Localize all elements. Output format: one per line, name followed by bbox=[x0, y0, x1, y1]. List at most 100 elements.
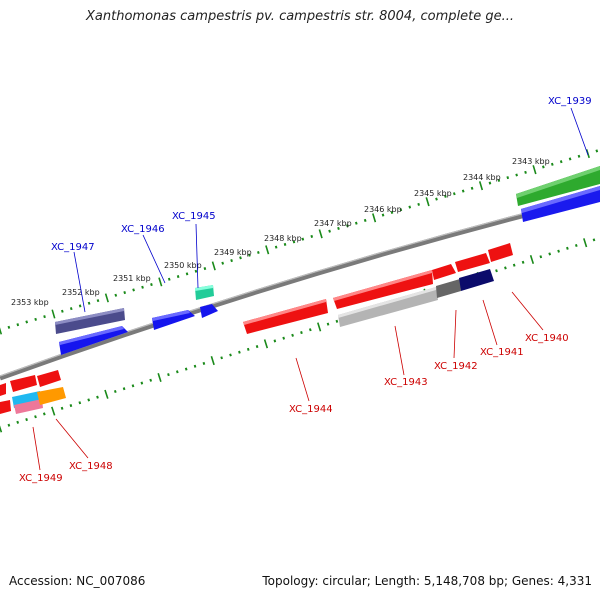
accession-text: Accession: NC_007086 bbox=[9, 574, 146, 588]
inner-scale-minor-tick bbox=[96, 395, 99, 399]
gene-xc-1948-orange[interactable] bbox=[37, 387, 66, 405]
backbone-line bbox=[0, 193, 600, 381]
gene-red-left-3[interactable] bbox=[37, 370, 61, 387]
map-title: Xanthomonas campestris pv. campestris st… bbox=[86, 9, 514, 24]
kbp-label: 2353 kbp bbox=[11, 298, 49, 307]
inner-scale-minor-tick bbox=[504, 266, 507, 270]
outer-scale-major-tick bbox=[425, 197, 430, 207]
gene-xc-1940-red[interactable] bbox=[488, 243, 513, 262]
inner-scale-minor-tick bbox=[229, 353, 232, 357]
inner-scale-minor-tick bbox=[246, 347, 250, 351]
outer-scale-minor-tick bbox=[363, 218, 367, 223]
label-xc-1948: XC_1948 bbox=[69, 461, 113, 472]
kbp-label: 2352 kbp bbox=[62, 288, 100, 297]
inner-scale-minor-tick bbox=[592, 238, 596, 242]
genome-summary-text: Topology: circular; Length: 5,148,708 bp… bbox=[262, 574, 592, 588]
outer-scale-minor-tick bbox=[390, 210, 394, 214]
outer-scale-minor-tick bbox=[559, 160, 563, 164]
leader-xc-1949 bbox=[32, 426, 41, 471]
gene-xc-1942-red[interactable] bbox=[432, 264, 456, 280]
outer-scale-major-tick bbox=[0, 327, 3, 335]
inner-scale-minor-tick bbox=[548, 252, 552, 256]
inner-scale-minor-tick bbox=[335, 319, 339, 323]
inner-scale-major-tick bbox=[157, 372, 162, 383]
gene-xc-1947-purple[interactable] bbox=[55, 308, 125, 334]
inner-scale-minor-tick bbox=[308, 328, 312, 332]
inner-scale-minor-tick bbox=[60, 406, 64, 410]
outer-scale-minor-tick bbox=[221, 261, 225, 265]
label-xc-1942: XC_1942 bbox=[434, 361, 478, 372]
inner-scale-minor-tick bbox=[273, 339, 277, 343]
outer-scale-minor-tick bbox=[417, 202, 420, 206]
kbp-label: 2345 kbp bbox=[414, 189, 452, 198]
kbp-label: 2347 kbp bbox=[314, 219, 352, 228]
outer-scale-major-tick bbox=[211, 261, 216, 271]
gene-xc-1939-green-top bbox=[516, 166, 600, 198]
gene-xc-1941-red[interactable] bbox=[455, 253, 490, 272]
inner-scale-minor-tick bbox=[539, 255, 543, 259]
outer-scale-minor-tick bbox=[7, 325, 11, 329]
inner-scale-minor-tick bbox=[193, 364, 197, 368]
gene-xc-1949-cyan[interactable] bbox=[12, 391, 42, 408]
inner-scale-major-tick bbox=[104, 389, 109, 399]
gene-xc-1941-navy[interactable] bbox=[459, 269, 494, 291]
inner-scale-minor-tick bbox=[42, 412, 46, 416]
gene-xc-1943-grey[interactable] bbox=[338, 287, 438, 327]
gene-red-left-1[interactable] bbox=[0, 383, 6, 396]
gene-xc-1949-pink[interactable] bbox=[14, 399, 43, 414]
outer-scale-minor-tick bbox=[283, 242, 287, 246]
inner-scale-minor-tick bbox=[78, 401, 82, 405]
outer-scale-minor-tick bbox=[346, 224, 349, 228]
inner-scale-major-tick bbox=[210, 356, 215, 366]
outer-scale-major-tick bbox=[104, 293, 109, 303]
inner-scale-minor-tick bbox=[175, 370, 179, 374]
gene-xc-1946-blue-small[interactable] bbox=[200, 304, 218, 318]
outer-scale-minor-tick bbox=[203, 266, 207, 271]
gene-xc-1944-red[interactable] bbox=[243, 299, 328, 334]
inner-scale-minor-tick bbox=[300, 331, 303, 335]
inner-scale-minor-tick bbox=[16, 420, 20, 424]
outer-scale-minor-tick bbox=[185, 272, 189, 276]
gene-xc-1946-blue[interactable] bbox=[152, 310, 195, 330]
inner-scale-minor-tick bbox=[521, 260, 525, 264]
inner-scale-major-tick bbox=[0, 425, 3, 433]
leader-xc-1945 bbox=[195, 223, 199, 289]
gene-blue-upper-right-top bbox=[521, 186, 600, 213]
outer-scale-major-tick bbox=[265, 245, 270, 255]
gene-xc-1945-teal-top bbox=[195, 285, 213, 291]
inner-scale-minor-tick bbox=[69, 403, 73, 408]
outer-scale-minor-tick bbox=[43, 315, 46, 319]
inner-scale-minor-tick bbox=[113, 389, 117, 394]
kbp-label: 2351 kbp bbox=[113, 274, 151, 283]
gene-xc-1943-red-top bbox=[333, 270, 432, 301]
outer-scale-minor-tick bbox=[274, 245, 278, 249]
gene-xc-1942-dark[interactable] bbox=[436, 279, 461, 298]
outer-scale-minor-tick bbox=[542, 165, 545, 169]
outer-scale-minor-tick bbox=[444, 194, 447, 198]
inner-scale-minor-tick bbox=[167, 373, 170, 377]
gene-red-left-2[interactable] bbox=[10, 375, 37, 392]
outer-scale-minor-tick bbox=[16, 323, 20, 327]
label-xc-1946: XC_1946 bbox=[121, 224, 165, 235]
label-xc-1947: XC_1947 bbox=[51, 242, 95, 253]
outer-scale-minor-tick bbox=[257, 251, 260, 254]
outer-scale-minor-tick bbox=[194, 269, 198, 273]
inner-scale-minor-tick bbox=[512, 263, 516, 267]
outer-scale-minor-tick bbox=[96, 299, 100, 303]
inner-scale-minor-tick bbox=[326, 322, 330, 326]
kbp-label: 2348 kbp bbox=[264, 234, 302, 243]
leader-xc-1940 bbox=[511, 291, 544, 331]
kbp-labels: 2343 kbp 2344 kbp 2345 kbp 2346 kbp 2347 kbp… bbox=[11, 157, 550, 307]
outer-scale-minor-tick bbox=[399, 208, 403, 212]
gene-xc-1946-blue-top bbox=[152, 310, 190, 321]
gene-blue-under-1947[interactable] bbox=[59, 326, 128, 355]
outer-scale-minor-tick bbox=[61, 309, 64, 313]
outer-scale-major-tick bbox=[158, 277, 163, 287]
kbp-label: 2343 kbp bbox=[512, 157, 550, 166]
outer-scale-minor-tick bbox=[381, 213, 385, 217]
inner-scale-major-tick bbox=[51, 406, 56, 416]
outer-scale-minor-tick bbox=[568, 157, 572, 161]
kbp-label: 2349 kbp bbox=[214, 248, 252, 257]
inner-scale-minor-tick bbox=[238, 350, 241, 354]
gene-red-left-4[interactable] bbox=[0, 400, 11, 414]
